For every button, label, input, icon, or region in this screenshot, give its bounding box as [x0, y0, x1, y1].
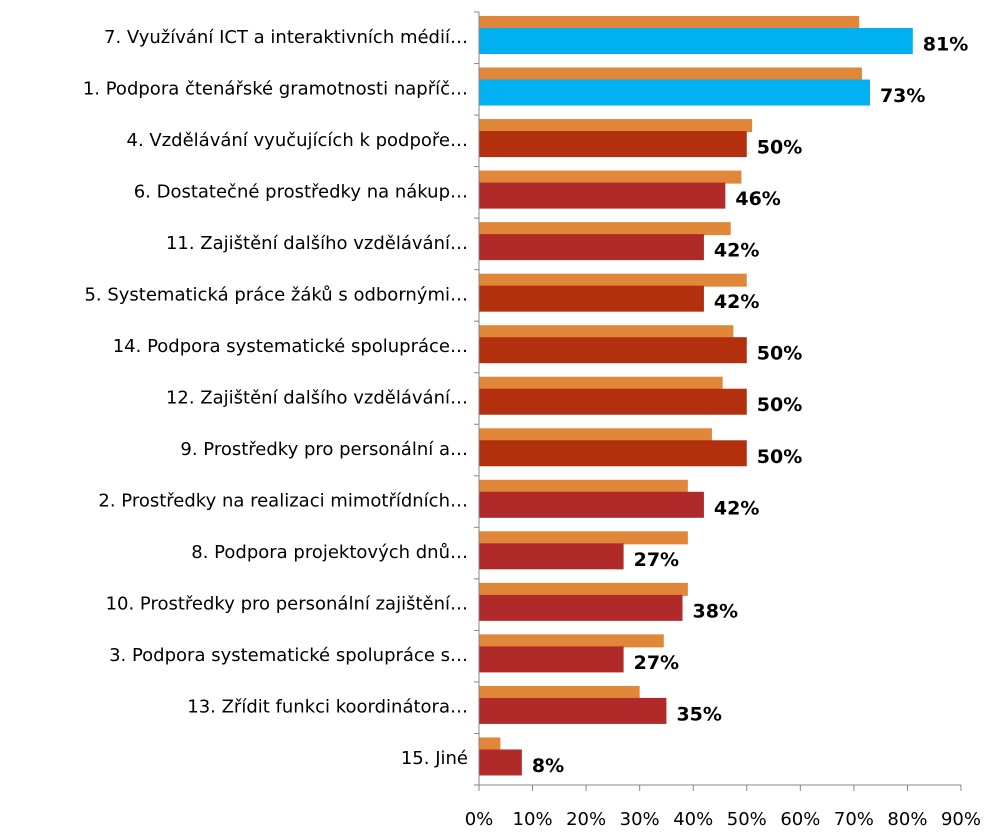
category-label: 6. Dostatečné prostředky na nákup… [134, 181, 468, 202]
category-label: 7. Využívání ICT a interaktivních médií… [104, 27, 468, 48]
bar [479, 222, 731, 236]
bar [479, 428, 712, 442]
x-tick-label: 0% [465, 809, 494, 830]
data-label: 35% [676, 703, 721, 725]
category-label: 14. Podpora systematické spolupráce… [113, 336, 468, 357]
data-label: 50% [757, 137, 802, 159]
data-label: 50% [757, 394, 802, 416]
bar [479, 749, 522, 776]
category-label: 3. Podpora systematické spolupráce s… [109, 645, 468, 666]
data-label: 8% [532, 755, 564, 777]
bar [479, 737, 501, 751]
bar [479, 491, 704, 518]
data-label: 38% [693, 600, 738, 622]
data-label: 42% [714, 291, 759, 313]
data-label: 81% [923, 34, 968, 56]
bar [479, 582, 688, 596]
bar [479, 67, 862, 81]
category-label: 1. Podpora čtenářské gramotnosti napříč… [83, 78, 468, 99]
x-tick-label: 70% [834, 809, 874, 830]
bar [479, 634, 664, 648]
category-label: 4. Vzdělávání vyučujících k podpoře… [127, 130, 468, 151]
bar [479, 337, 747, 364]
bar [479, 697, 667, 724]
bar [479, 685, 640, 699]
x-tick-label: 10% [513, 809, 553, 830]
bar [479, 285, 704, 312]
category-label: 9. Prostředky pro personální a… [180, 439, 468, 460]
category-label: 10. Prostředky pro personální zajištění… [106, 594, 468, 615]
bar [479, 28, 913, 54]
x-tick-label: 30% [620, 809, 660, 830]
data-label: 42% [714, 240, 759, 262]
category-label: 8. Podpora projektových dnů… [191, 542, 468, 563]
category-label: 13. Zřídit funkci koordinátora… [187, 697, 468, 718]
bar [479, 170, 742, 184]
bar [479, 131, 747, 158]
x-tick-label: 20% [566, 809, 606, 830]
bar [479, 376, 723, 390]
category-label: 12. Zajištění dalšího vzdělávání… [166, 388, 468, 409]
bar [479, 273, 747, 287]
data-label: 42% [714, 497, 759, 519]
category-label: 15. Jiné [401, 748, 468, 769]
x-tick-label: 60% [780, 809, 820, 830]
bar [479, 479, 688, 493]
x-tick-label: 90% [941, 809, 981, 830]
category-label: 2. Prostředky na realizaci mimotřídních… [98, 491, 468, 512]
x-tick-label: 50% [727, 809, 767, 830]
bar [479, 594, 683, 621]
x-tick-label: 80% [887, 809, 927, 830]
bar [479, 543, 624, 570]
data-label: 27% [634, 652, 679, 674]
category-label: 11. Zajištění dalšího vzdělávání… [166, 233, 468, 254]
data-label: 73% [880, 85, 925, 107]
bar [479, 79, 870, 106]
bar [479, 16, 860, 29]
bar [479, 182, 726, 209]
bar [479, 325, 734, 339]
data-label: 50% [757, 343, 802, 365]
bar [479, 531, 688, 545]
bar [479, 388, 747, 415]
data-label: 50% [757, 446, 802, 468]
bar [479, 440, 747, 467]
x-tick-label: 40% [673, 809, 713, 830]
data-label: 27% [634, 549, 679, 571]
data-label: 46% [735, 188, 780, 210]
bar [479, 234, 704, 261]
bar [479, 119, 753, 133]
bar [479, 646, 624, 673]
category-label: 5. Systematická práce žáků s odbornými… [84, 284, 468, 305]
